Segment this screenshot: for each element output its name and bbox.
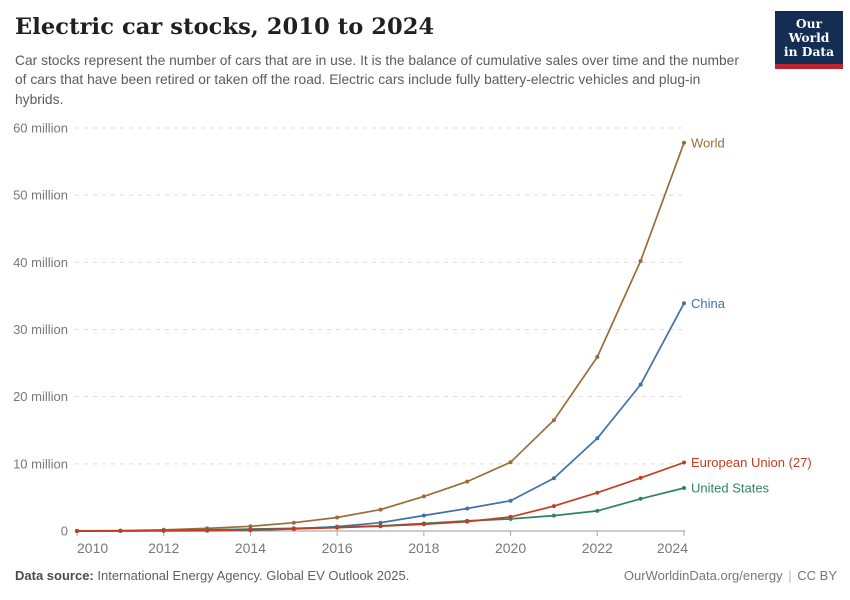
data-point <box>638 475 643 480</box>
y-axis-tick-label: 60 million <box>13 121 68 136</box>
data-point <box>508 498 513 503</box>
footer-separator: | <box>788 568 792 583</box>
data-point <box>465 479 470 484</box>
series-label-china[interactable]: China <box>691 296 726 311</box>
data-point <box>161 528 166 533</box>
y-axis-tick-label: 10 million <box>13 456 68 471</box>
data-point <box>682 140 686 145</box>
data-point <box>75 529 79 533</box>
data-point <box>248 527 253 532</box>
x-axis-tick-label: 2020 <box>495 540 526 556</box>
data-point <box>682 460 686 465</box>
data-point <box>291 520 296 525</box>
data-source-note: Data source: International Energy Agency… <box>15 568 409 583</box>
y-axis-tick-label: 0 <box>61 524 68 539</box>
data-point <box>508 460 513 465</box>
owid-logo-line1: Our World <box>788 16 830 46</box>
chart-footer: Data source: International Energy Agency… <box>15 568 837 583</box>
data-point <box>638 259 643 263</box>
y-axis-tick-label: 30 million <box>13 322 68 337</box>
line-chart-canvas[interactable]: 0 10 million 20 million 30 million 40 millio… <box>0 112 850 560</box>
page-title: Electric car stocks, 2010 to 2024 <box>15 14 435 40</box>
data-point <box>335 525 340 530</box>
owid-url-link[interactable]: OurWorldinData.org/energy <box>623 568 783 583</box>
data-point <box>551 504 556 509</box>
y-axis-tick-label: 50 million <box>13 188 68 203</box>
data-point <box>638 496 643 501</box>
chart-header: Electric car stocks, 2010 to 2024 Car st… <box>15 14 760 109</box>
data-point <box>421 522 426 527</box>
data-point <box>595 508 600 513</box>
data-point <box>551 513 556 518</box>
data-point <box>638 382 643 387</box>
data-point <box>595 436 600 441</box>
data-point <box>421 494 426 499</box>
data-point <box>291 526 296 531</box>
footer-attribution: OurWorldinData.org/energy | CC BY <box>624 568 837 583</box>
data-point <box>118 528 123 533</box>
x-axis-tick-label: 2022 <box>582 540 613 556</box>
x-axis-tick-label: 2018 <box>408 540 439 556</box>
data-source-text: International Energy Agency. Global EV O… <box>97 568 410 583</box>
data-point <box>378 520 383 525</box>
data-point <box>378 524 383 529</box>
data-point <box>682 301 686 306</box>
owid-logo[interactable]: Our World in Data <box>775 11 843 70</box>
data-point <box>595 490 600 495</box>
license-link[interactable]: CC BY <box>797 568 837 583</box>
x-axis-tick-label: 2010 <box>77 540 108 556</box>
data-point <box>421 513 426 518</box>
data-point <box>508 514 513 519</box>
data-point <box>595 355 600 359</box>
series-line-china <box>76 302 685 532</box>
data-point <box>205 528 210 533</box>
data-point <box>378 507 383 512</box>
series-label-united-states[interactable]: United States <box>691 481 770 496</box>
data-point <box>335 515 340 520</box>
series-label-world[interactable]: World <box>691 135 725 150</box>
series-line-world <box>76 141 685 532</box>
data-point <box>551 476 556 481</box>
data-point <box>465 519 470 524</box>
x-axis-tick-label: 2012 <box>148 540 179 556</box>
data-point <box>551 418 556 423</box>
y-axis-tick-label: 40 million <box>13 255 68 270</box>
data-point <box>248 524 253 529</box>
x-axis-tick-label: 2024 <box>657 540 688 556</box>
series-label-european-union-27[interactable]: European Union (27) <box>691 455 812 470</box>
data-point <box>682 486 686 490</box>
chart-subtitle: Car stocks represent the number of cars … <box>15 53 739 107</box>
data-point <box>465 506 470 511</box>
owid-logo-line2: in Data <box>783 44 835 60</box>
series-china[interactable]: China <box>75 296 726 533</box>
data-source-label: Data source: <box>15 568 94 583</box>
x-axis-tick-label: 2016 <box>322 540 353 556</box>
y-axis-tick-label: 20 million <box>13 389 68 404</box>
x-axis-tick-label: 2014 <box>235 540 266 556</box>
series-european-union-27[interactable]: European Union (27) <box>75 455 812 533</box>
